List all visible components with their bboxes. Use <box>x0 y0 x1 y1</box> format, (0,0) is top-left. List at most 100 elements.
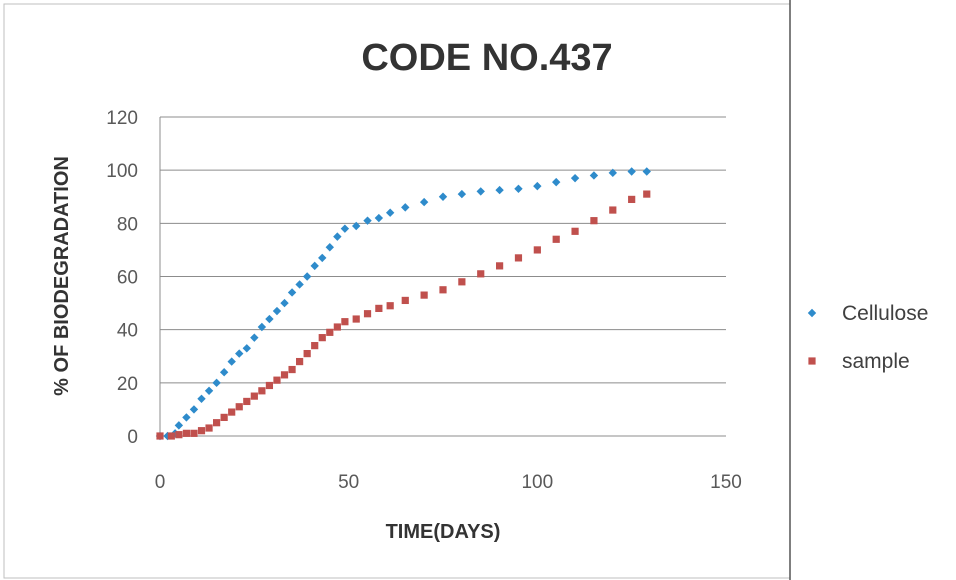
data-point-sample <box>496 262 504 270</box>
data-point-sample <box>220 413 228 421</box>
data-point-sample <box>363 310 372 318</box>
data-point-sample <box>280 371 289 379</box>
data-point-sample <box>420 291 428 299</box>
data-point-cellulose <box>280 298 289 308</box>
data-point-cellulose <box>457 189 467 199</box>
data-point-cellulose <box>363 216 372 225</box>
data-point-sample <box>352 315 360 323</box>
data-point-sample <box>514 254 523 262</box>
legend-label-sample: sample <box>842 350 910 373</box>
data-point-cellulose <box>189 405 199 414</box>
data-point-cellulose <box>570 173 580 183</box>
data-point-cellulose <box>438 192 448 201</box>
y-tick-label: 100 <box>106 161 138 182</box>
data-point-cellulose <box>250 333 259 342</box>
x-tick-label: 150 <box>710 472 742 493</box>
data-point-cellulose <box>212 378 221 388</box>
data-point-cellulose <box>514 184 523 193</box>
data-point-sample <box>341 318 349 326</box>
data-point-cellulose <box>174 421 184 430</box>
y-tick-label: 60 <box>117 268 138 289</box>
chart-frame <box>3 3 791 579</box>
data-point-sample <box>311 342 319 350</box>
data-point-sample <box>228 408 236 416</box>
x-tick-label: 50 <box>338 472 359 493</box>
data-point-cellulose <box>302 272 312 281</box>
data-point-sample <box>156 432 164 440</box>
data-point-sample <box>258 387 266 395</box>
data-point-sample <box>213 419 221 427</box>
data-point-cellulose <box>318 253 327 263</box>
data-point-sample <box>590 217 598 225</box>
data-point-sample <box>609 206 617 214</box>
legend-marker-cellulose <box>807 308 817 318</box>
data-point-sample <box>273 376 281 384</box>
y-tick-label: 40 <box>117 321 138 342</box>
data-point-sample <box>288 365 296 374</box>
y-tick-label: 0 <box>127 427 138 448</box>
data-point-sample <box>318 334 326 342</box>
data-point-sample <box>401 296 409 305</box>
data-point-cellulose <box>295 280 304 289</box>
data-point-cellulose <box>495 185 504 195</box>
data-point-cellulose <box>608 168 617 178</box>
data-point-cellulose <box>642 167 651 176</box>
data-point-cellulose <box>333 232 342 241</box>
data-point-cellulose <box>352 221 361 231</box>
data-point-sample <box>303 349 311 358</box>
data-point-sample <box>190 429 198 437</box>
data-point-cellulose <box>552 177 561 187</box>
x-axis-title: TIME(DAYS) <box>386 521 501 543</box>
data-point-sample <box>175 431 183 439</box>
data-point-sample <box>477 270 485 278</box>
data-point-sample <box>386 302 394 310</box>
data-point-sample <box>326 328 334 336</box>
data-point-cellulose <box>197 394 206 403</box>
data-point-cellulose <box>419 197 429 207</box>
data-point-cellulose <box>242 344 251 353</box>
y-tick-label: 80 <box>117 214 138 235</box>
data-point-sample <box>533 246 541 254</box>
y-axis-title: % OF BIODEGRADATION <box>51 156 73 396</box>
data-point-cellulose <box>385 208 395 217</box>
data-point-cellulose <box>627 167 636 176</box>
data-point-sample <box>458 278 466 286</box>
data-point-cellulose <box>204 386 214 396</box>
legend-label-cellulose: Cellulose <box>842 302 928 325</box>
data-point-sample <box>571 227 579 235</box>
x-tick-label: 0 <box>155 472 166 493</box>
data-point-cellulose <box>325 243 334 252</box>
data-point-cellulose <box>265 314 274 324</box>
series-sample <box>156 190 651 440</box>
data-point-cellulose <box>272 306 282 316</box>
data-point-cellulose <box>227 357 236 366</box>
series-layer <box>155 167 651 441</box>
chart-title: CODE NO.437 <box>361 37 612 79</box>
data-point-sample <box>375 304 383 312</box>
data-point-sample <box>182 429 191 437</box>
data-point-sample <box>250 392 258 400</box>
y-tick-label: 20 <box>117 374 138 395</box>
data-point-cellulose <box>374 213 384 223</box>
data-point-sample <box>643 190 651 198</box>
data-point-cellulose <box>589 171 599 180</box>
data-point-cellulose <box>257 322 267 332</box>
data-point-cellulose <box>401 203 410 212</box>
data-point-sample <box>628 195 636 204</box>
data-point-sample <box>197 427 206 435</box>
data-point-sample <box>552 235 560 243</box>
data-point-cellulose <box>310 261 319 271</box>
data-point-cellulose <box>182 413 191 422</box>
x-tick-label: 100 <box>521 472 553 493</box>
gridlines <box>160 116 726 437</box>
data-point-cellulose <box>287 288 297 297</box>
data-point-sample <box>167 432 175 440</box>
data-point-sample <box>243 397 251 406</box>
y-tick-labels: 0 20 40 60 80 100 120 <box>106 108 138 448</box>
x-tick-labels: 0 50 100 150 <box>155 472 742 493</box>
data-point-sample <box>265 381 274 390</box>
data-point-cellulose <box>219 368 229 377</box>
data-point-cellulose <box>476 187 485 196</box>
data-point-cellulose <box>340 224 350 233</box>
